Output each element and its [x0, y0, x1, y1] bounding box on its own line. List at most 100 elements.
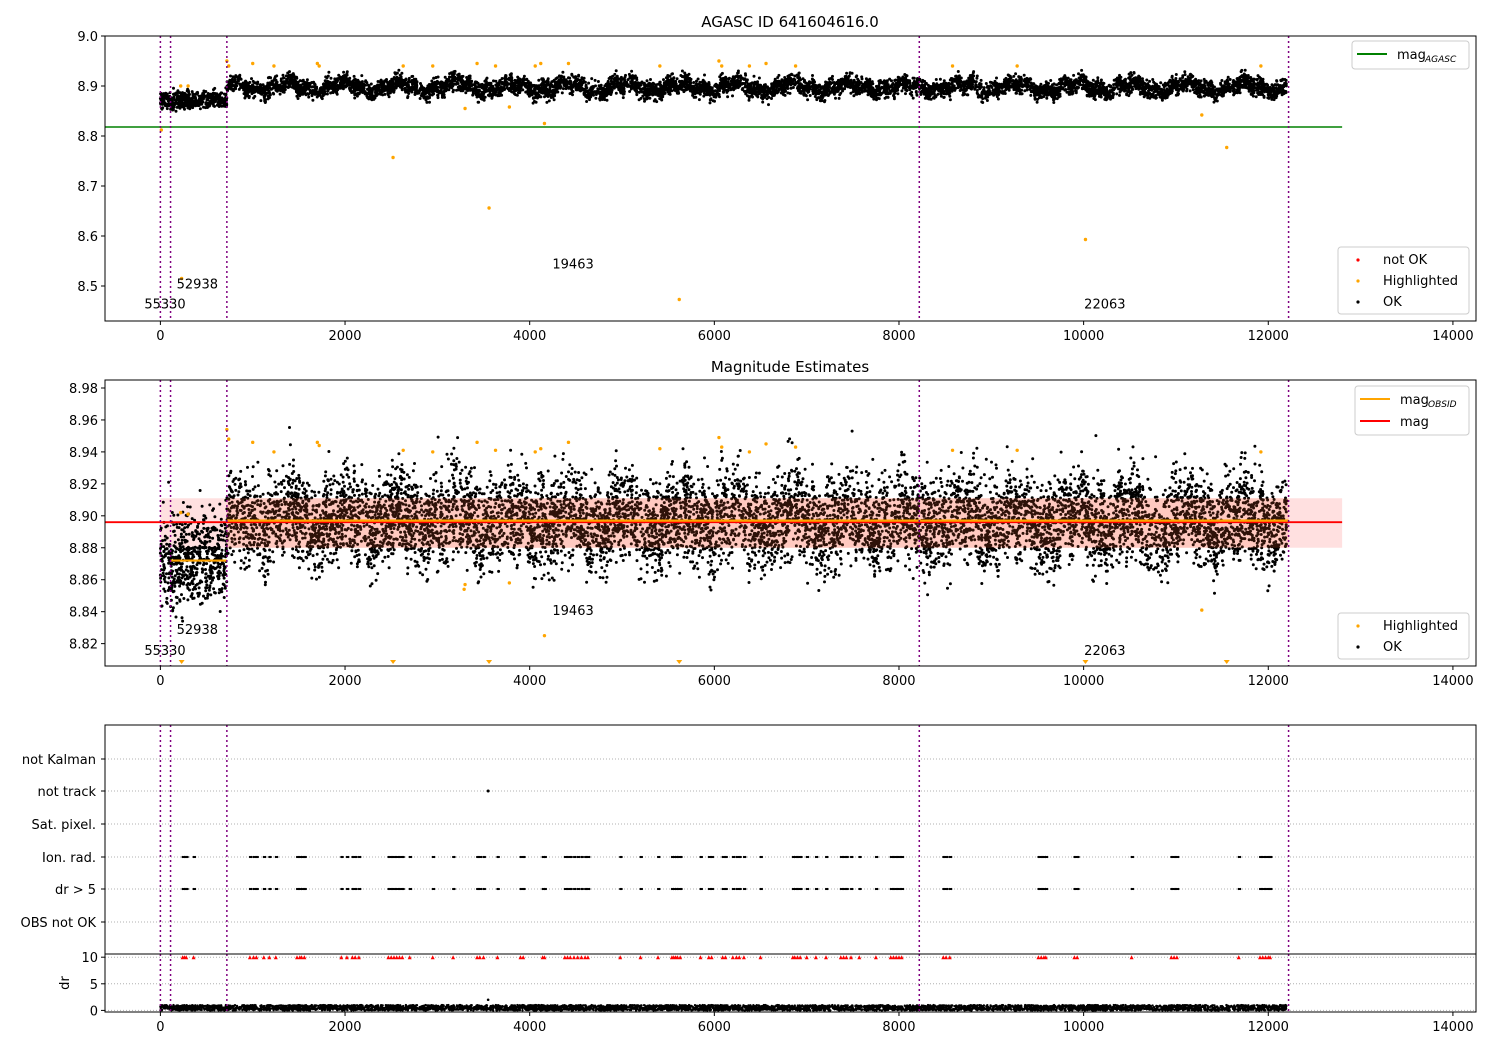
clipped-point-marker	[390, 660, 397, 664]
dr-ok-points	[159, 1003, 1288, 1012]
highlighted-point	[401, 64, 405, 68]
agasc-annotations: 55330 52938 19463 22063	[144, 258, 1125, 313]
estimates-panel-title: Magnitude Estimates	[711, 358, 869, 376]
highlighted-point	[431, 64, 435, 68]
dr-ytick-label: 10	[81, 951, 98, 966]
agasc-xtick-label: 6000	[698, 329, 731, 344]
obs-label: 55330	[144, 644, 185, 659]
highlighted-point	[179, 276, 184, 281]
dr-xtick-label: 14000	[1432, 1020, 1473, 1035]
highlighted-point	[186, 512, 190, 516]
category-label: not track	[37, 785, 96, 800]
legend-not-ok: not OK	[1383, 253, 1428, 268]
dr-ytick-label: 0	[90, 1004, 98, 1019]
estimates-ytick-label: 8.86	[69, 574, 98, 589]
highlighted-point	[227, 64, 231, 68]
highlighted-point	[539, 447, 543, 451]
highlighted-point	[179, 84, 183, 88]
dr-xtick-label: 2000	[328, 1020, 361, 1035]
flags-frame	[104, 724, 1477, 955]
legend-mag-obsid-sub: OBSID	[1428, 400, 1457, 410]
obs-label: 55330	[144, 298, 185, 313]
agasc-ytick-label: 8.5	[77, 280, 98, 295]
highlighted-point	[507, 581, 512, 585]
highlighted-point	[463, 106, 467, 111]
category-label: Sat. pixel.	[32, 818, 96, 833]
estimates-xtick-label: 12000	[1248, 674, 1289, 689]
highlighted-point	[1259, 450, 1263, 454]
agasc-frame	[104, 35, 1477, 322]
highlighted-point	[539, 61, 543, 66]
agasc-xtick-label: 2000	[328, 329, 361, 344]
legend-ok-2: OK	[1383, 640, 1402, 655]
highlighted-point	[1225, 145, 1229, 150]
legend-ok: OK	[1383, 295, 1402, 310]
legend-highlighted-2: Highlighted	[1383, 619, 1458, 634]
highlighted-point	[1015, 448, 1019, 453]
highlighted-point	[1259, 64, 1263, 68]
highlighted-point	[272, 64, 276, 68]
estimates-point-legend: Highlighted OK	[1337, 612, 1470, 660]
highlighted-point	[463, 582, 467, 587]
highlighted-point	[720, 445, 724, 449]
dr-xtick-label: 8000	[882, 1020, 915, 1035]
highlighted-point	[793, 445, 798, 449]
highlighted-point	[1200, 608, 1204, 612]
highlighted-point	[764, 442, 768, 446]
agasc-xtick-label: 4000	[513, 329, 546, 344]
estimates-ytick-label: 8.90	[69, 510, 98, 525]
highlighted-point	[272, 450, 276, 454]
highlighted-point	[401, 448, 405, 453]
estimates-ytick-label: 8.96	[69, 414, 98, 429]
clipped-point-marker	[486, 660, 493, 664]
dr-xtick-label: 0	[156, 1020, 164, 1035]
dr-xtick-label: 12000	[1248, 1020, 1289, 1035]
dr-frame	[104, 953, 1477, 1013]
agasc-xtick-label: 10000	[1063, 329, 1104, 344]
highlighted-point	[251, 61, 255, 66]
estimates-ytick-label: 8.92	[69, 478, 98, 493]
highlighted-point	[1200, 113, 1204, 117]
obs-label: 19463	[552, 604, 593, 619]
estimates-ytick-label: 8.88	[69, 542, 98, 557]
highlighted-point	[566, 440, 571, 445]
category-label: OBS not OK	[21, 916, 97, 931]
dr-highlighted-markers	[180, 955, 1273, 960]
estimates-xtick-label: 14000	[1432, 674, 1473, 689]
estimates-annotations: 55330 52938 19463 22063	[144, 604, 1125, 659]
agasc-ytick-label: 9.0	[77, 30, 98, 45]
highlighted-point	[493, 448, 498, 453]
highlighted-point	[315, 61, 320, 66]
estimates-ytick-label: 8.82	[69, 638, 98, 653]
estimates-xtick-label: 10000	[1063, 674, 1104, 689]
magnitude-estimates-panel: Magnitude Estimates 0 2000 4000 6000 8000 100…	[69, 358, 1477, 689]
obs-label: 52938	[177, 278, 218, 293]
category-label: not Kalman	[22, 753, 96, 768]
clipped-point-marker	[676, 660, 683, 664]
highlighted-point	[950, 448, 955, 453]
dr-point	[486, 998, 490, 1002]
estimates-frame	[104, 379, 1477, 667]
clipped-point-marker	[178, 660, 185, 664]
obs-label: 52938	[177, 623, 218, 638]
highlighted-point	[462, 587, 466, 592]
agasc-point-legend: not OK Highlighted OK	[1337, 246, 1470, 315]
dr-xtick-label: 10000	[1063, 1020, 1104, 1035]
estimates-ytick-label: 8.98	[69, 382, 98, 397]
highlighted-point	[227, 437, 231, 441]
highlighted-point	[251, 440, 255, 445]
highlighted-point	[391, 155, 395, 160]
highlighted-point	[493, 64, 498, 68]
highlighted-point	[315, 440, 320, 445]
highlighted-point	[507, 105, 512, 109]
highlighted-point	[533, 450, 537, 454]
dr-xtick-label: 4000	[513, 1020, 546, 1035]
highlighted-point	[317, 443, 321, 448]
highlighted-point	[542, 633, 547, 638]
highlighted-point	[717, 435, 721, 440]
highlighted-point	[431, 450, 435, 454]
highlighted-point	[747, 450, 752, 454]
category-label: dr > 5	[55, 883, 96, 898]
legend-mag-agasc-sub: AGASC	[1424, 55, 1457, 65]
